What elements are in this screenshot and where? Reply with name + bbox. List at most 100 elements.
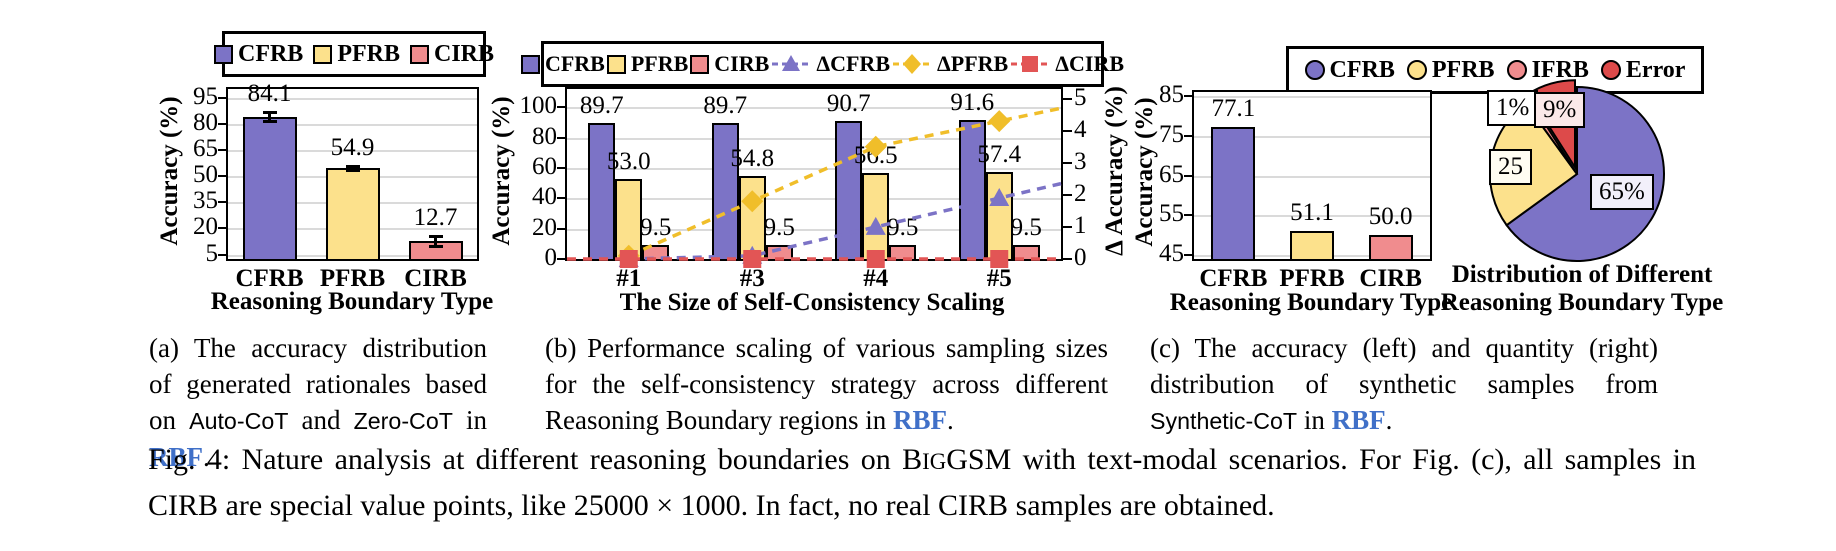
legend-label: CFRB [237, 40, 304, 67]
bar-value-label: 51.1 [1290, 198, 1334, 226]
error-bar-cap [345, 164, 360, 168]
y-tick-mark [1184, 174, 1193, 177]
x-tick-label: #5 [986, 265, 1012, 292]
legend-label: CIRB [434, 40, 495, 67]
y-tick-label: 40 [532, 183, 557, 211]
pie-slice-cfrb [1505, 85, 1665, 262]
legend-chart-b: CFRB PFRB CIRB ΔCFRB ΔPFRB ΔCIRB [520, 41, 1124, 87]
x-tick-label: PFRB [1279, 265, 1345, 292]
legend-line-marker [1011, 56, 1050, 72]
legend-item-pfrb: PFRB [1406, 57, 1495, 84]
legend-item-cirb: CIRB [690, 51, 769, 77]
legend-item-error: Error [1600, 56, 1686, 84]
legend-label: ΔCIRB [1055, 51, 1125, 76]
y-tick-label: 80 [193, 108, 218, 136]
bar-value-label: 50.0 [1368, 203, 1413, 231]
bar-pfrb [862, 173, 890, 259]
legend-item-ifrb: IFRB [1506, 56, 1589, 84]
gridline [567, 107, 1061, 110]
gridline [567, 137, 1061, 140]
caption-segment: (a) The accuracy distribution of generat… [149, 333, 487, 435]
legend-label: CFRB [1329, 56, 1395, 83]
caption-segment: and [288, 405, 354, 435]
legend-item-pfrb: PFRB [606, 51, 689, 77]
y-tick-mark [218, 175, 227, 178]
legend-item-cfrb: CFRB [1304, 56, 1395, 84]
chart-b-plot-area: 0 20 40 60 80 100 0 1 2 3 4 5 89.7 53.0 9.5 #1 89.7 54.8 9… [520, 84, 1087, 292]
legend-label: CIRB [714, 51, 770, 76]
y-tick-label: 60 [532, 152, 557, 180]
bar-cirb [765, 244, 793, 259]
bar-value-label: 57.4 [977, 140, 1022, 168]
x-axis-title-a: Reasoning Boundary Type [210, 288, 494, 315]
bar-pfrb [738, 175, 766, 259]
legend-line-marker [893, 54, 931, 74]
bar-cirb [1012, 244, 1040, 259]
y-tick-mark [557, 227, 566, 230]
secondary-y-tick-mark [1063, 161, 1072, 164]
bar-cfrb [958, 119, 986, 259]
legend-label: PFRB [630, 51, 689, 76]
y-tick-mark [218, 227, 227, 230]
legend-swatch [520, 54, 540, 74]
caption-segment: RBF [892, 405, 947, 435]
gridline [567, 198, 1061, 201]
caption-segment: . [1385, 405, 1393, 435]
chart-a-plot-area: 5 20 35 50 65 80 95 84.1 CFRB 54.9 PFRB 12.7 CIRB [193, 80, 479, 292]
bar-cirb [889, 244, 917, 259]
error-bar [268, 112, 271, 122]
caption-segment: (c) The accuracy (left) and quantity (ri… [1150, 333, 1658, 399]
pie-title-line2: Reasoning Boundary Type [1440, 289, 1724, 316]
legend-swatch [313, 44, 333, 64]
caption-segment: Synthetic-CoT [1150, 408, 1298, 434]
secondary-y-tick-mark [1063, 97, 1072, 100]
y-tick-label: 65 [193, 135, 218, 163]
pie-label-error: 9% [1534, 92, 1586, 128]
caption-c: (c) The accuracy (left) and quantity (ri… [1150, 330, 1658, 439]
bar-cirb [1368, 235, 1413, 259]
caption-segment: . [203, 442, 210, 472]
legend-label: IFRB [1531, 56, 1589, 83]
caption-segment: IG [922, 449, 947, 474]
gridline [228, 150, 477, 153]
gridline [1194, 175, 1430, 178]
secondary-y-tick-label: 5 [1074, 83, 1087, 111]
y-tick-mark [557, 106, 566, 109]
bar-cfrb [1211, 127, 1256, 259]
chart-c-plot-area: 45 55 65 75 85 77.1 CFRB 51.1 PFRB 50.0 CIRB [1159, 81, 1432, 292]
x-axis-title-c: Reasoning Boundary Type [1169, 289, 1453, 316]
legend-item-cirb: CIRB [410, 41, 494, 68]
error-bar-cap [262, 120, 277, 124]
caption-segment: (b) Performance scaling of various sampl… [545, 333, 1108, 435]
secondary-y-axis-title-b: Δ Accuracy (%) [1101, 86, 1128, 256]
delta-lines-overlay [567, 106, 1062, 268]
error-bar-cap [428, 235, 443, 239]
legend-swatch [1304, 60, 1325, 80]
caption-segment: in [1297, 405, 1332, 435]
y-tick-label: 50 [193, 161, 218, 189]
bar-cfrb [588, 122, 616, 259]
legend-swatch [606, 54, 626, 74]
bar-value-label: 53.0 [606, 147, 651, 175]
legend-swatch [690, 54, 710, 74]
bar-value-label: 9.5 [1010, 213, 1042, 241]
error-bar [351, 165, 354, 170]
x-tick-label: CIRB [1359, 265, 1422, 292]
caption-segment: Zero-CoT [353, 408, 453, 434]
error-bar [434, 236, 437, 247]
legend-label: ΔPFRB [937, 51, 1009, 76]
y-tick-mark [218, 201, 227, 204]
caption-segment: Auto-CoT [189, 408, 289, 434]
legend-swatch [1506, 60, 1527, 80]
legend-swatch [410, 44, 429, 64]
legend-line-marker [772, 55, 811, 71]
legend-item-cfrb: CFRB [520, 51, 605, 77]
y-tick-mark [218, 253, 227, 256]
error-bar-cap [428, 245, 443, 249]
gridline [1194, 215, 1430, 218]
pie-label-pfrb: 25 [1489, 149, 1532, 185]
legend-label: Error [1625, 56, 1686, 83]
y-tick-mark [557, 166, 566, 169]
bar-value-label: 9.5 [763, 213, 795, 241]
